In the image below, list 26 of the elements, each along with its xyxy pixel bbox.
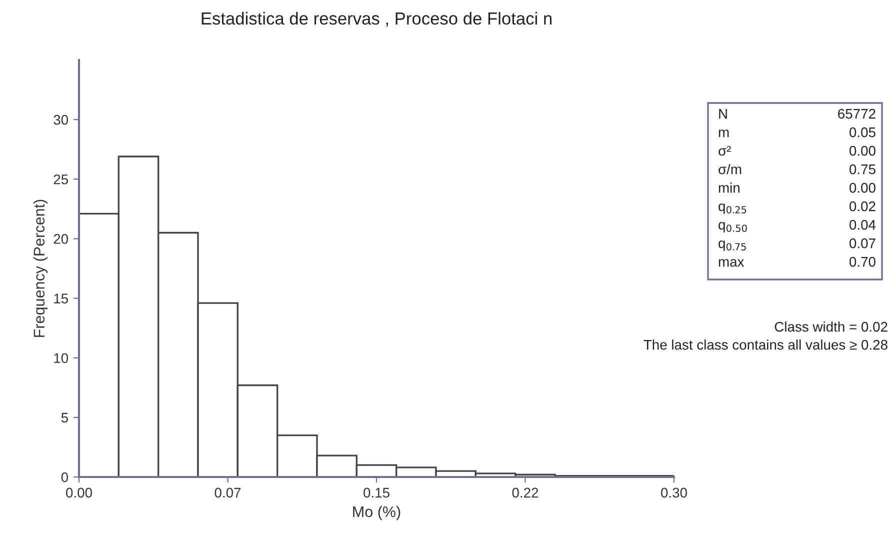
text: q$_{0.25}$ 0.02 — [718, 201, 876, 214]
annotation: The last class contains all values ≥ 0.28 — [644, 340, 888, 350]
x-tick-label: 0.22 — [512, 488, 538, 498]
x-tick-label: 0.15 — [364, 488, 390, 498]
y-tick-label: 25 — [54, 174, 68, 184]
x-axis-title: Mo (%) — [353, 506, 400, 520]
text: q$_{0.75}$ 0.07 — [718, 238, 876, 251]
text: σ² 0.00 — [718, 146, 876, 156]
x-tick-label: 0.07 — [214, 488, 241, 498]
y-tick-label: 30 — [54, 114, 68, 125]
y-axis-title: Frequency (Percent) — [33, 200, 48, 337]
text: Class width = 0.02 — [774, 322, 888, 332]
text: m 0.05 — [718, 127, 876, 138]
text: N 65772 — [719, 108, 876, 119]
y-tick-label: 20 — [54, 234, 68, 244]
y-tick-label: 5 — [61, 412, 68, 423]
y-tick-label: 0 — [61, 472, 68, 482]
y-tick-label: 10 — [54, 353, 68, 364]
x-tick-label: 0.00 — [66, 488, 92, 498]
text: max 0.70 — [718, 256, 876, 267]
chart-title: Estadistica de reservas , Proceso de Flotaci n — [202, 12, 552, 27]
x-tick-label: 0.30 — [661, 488, 687, 498]
text: σ/m 0.75 — [718, 164, 876, 174]
y-tick-label: 15 — [54, 294, 68, 304]
text: q$_{0.50}$ 0.04 — [718, 220, 876, 232]
text: min 0.00 — [718, 182, 876, 193]
